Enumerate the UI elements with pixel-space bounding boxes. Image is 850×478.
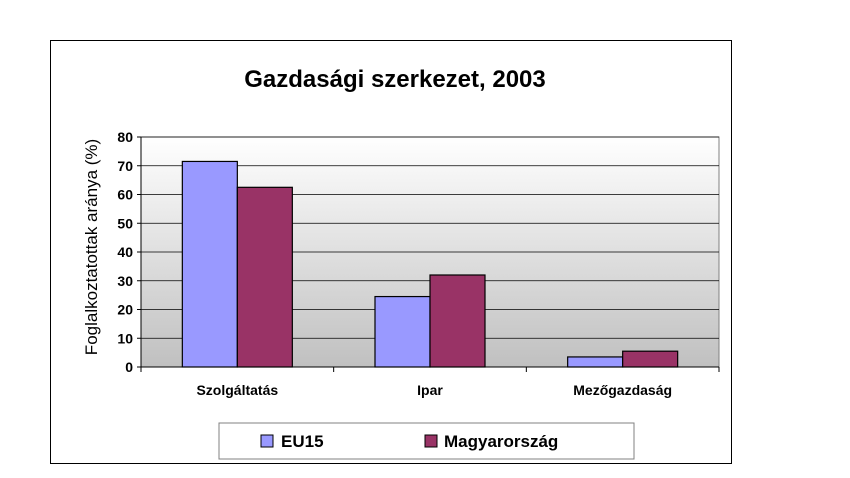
y-tick-label: 60 xyxy=(117,187,133,203)
y-tick-label: 70 xyxy=(117,158,133,174)
y-tick-labels: 0 10 20 30 40 50 60 70 80 xyxy=(117,129,133,375)
x-tick-label: Mezőgazdaság xyxy=(573,382,672,398)
y-axis-label: Foglalkoztatottak aránya (%) xyxy=(82,139,101,355)
legend: EU15 Magyarország xyxy=(218,422,635,460)
axes xyxy=(137,136,720,372)
bars xyxy=(181,160,679,368)
chart-frame: Gazdasági szerkezet, 2003 Foglalkoztatot… xyxy=(50,40,732,464)
y-tick-label: 30 xyxy=(117,273,133,289)
legend-swatch-eu15 xyxy=(260,434,274,448)
bar-eu15-1 xyxy=(374,295,431,368)
chart-title: Gazdasági szerkezet, 2003 xyxy=(244,66,546,93)
y-tick-label: 40 xyxy=(117,244,133,260)
bar-magyarorsz-g-0 xyxy=(236,186,293,368)
bar-eu15-2 xyxy=(567,356,624,368)
legend-label-eu15: EU15 xyxy=(281,432,324,451)
bar-magyarorsz-g-2 xyxy=(622,350,679,368)
legend-swatch-magyarorszag xyxy=(424,434,438,448)
y-tick-label: 10 xyxy=(117,330,133,346)
x-tick-label: Szolgáltatás xyxy=(196,382,278,398)
x-tick-labels: Szolgáltatás Ipar Mezőgazdaság xyxy=(196,382,672,398)
y-tick-label: 0 xyxy=(125,359,133,375)
bar-eu15-0 xyxy=(181,160,238,368)
y-tick-label: 80 xyxy=(117,129,133,145)
bar-magyarorsz-g-1 xyxy=(429,274,486,368)
legend-label-magyarorszag: Magyarország xyxy=(444,432,558,451)
bar-chart: Gazdasági szerkezet, 2003 Foglalkoztatot… xyxy=(82,66,720,460)
y-tick-label: 20 xyxy=(117,302,133,318)
x-tick-label: Ipar xyxy=(417,382,443,398)
y-tick-label: 50 xyxy=(117,215,133,231)
